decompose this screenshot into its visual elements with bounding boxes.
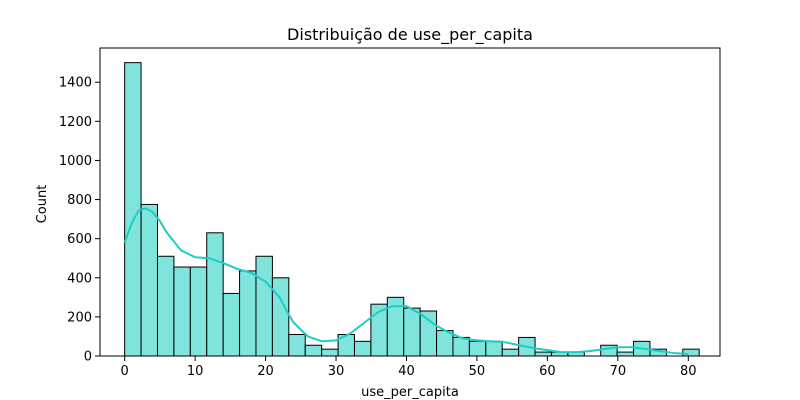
x-tick-label: 0: [121, 364, 129, 379]
chart-title: Distribuição de use_per_capita: [287, 25, 533, 45]
histogram-bar: [452, 336, 470, 357]
histogram-bar: [189, 266, 208, 357]
histogram-bar: [156, 255, 175, 357]
histogram-bar: [173, 266, 191, 357]
kde-curve-group: [123, 207, 689, 356]
histogram-bar: [304, 344, 323, 357]
x-tick-label: 40: [398, 364, 415, 379]
histogram-bar: [288, 333, 306, 357]
y-tick-label: 800: [67, 193, 92, 208]
y-tick-label: 1400: [59, 76, 92, 91]
y-tick-label: 1000: [59, 154, 92, 169]
histogram-bar: [682, 348, 700, 357]
x-tick-label: 10: [187, 364, 204, 379]
x-tick-label: 30: [328, 364, 345, 379]
histogram-bar: [419, 310, 438, 357]
y-tick-label: 1200: [59, 115, 92, 130]
y-axis: 0 200 400 600 800 1000 1200 1400: [59, 76, 100, 365]
histogram-bar: [321, 348, 339, 357]
histogram-bar: [485, 340, 503, 357]
x-axis: 0 10 20 30 40 50 60 70 80: [121, 356, 697, 379]
y-tick-label: 600: [67, 232, 92, 247]
histogram-bar: [403, 307, 421, 357]
histogram-bars: [124, 62, 700, 357]
histogram-bar: [271, 277, 290, 357]
histogram-bar: [255, 255, 273, 357]
x-axis-label: use_per_capita: [361, 385, 459, 400]
x-tick-label: 80: [680, 364, 697, 379]
histogram-bar: [239, 270, 257, 357]
plot-frame: [99, 47, 721, 357]
x-tick-label: 20: [257, 364, 274, 379]
histogram-bar: [140, 203, 158, 357]
x-tick-label: 70: [610, 364, 627, 379]
histogram-bar: [616, 351, 635, 357]
x-tick-label: 50: [469, 364, 486, 379]
histogram-bar: [501, 348, 520, 357]
x-tick-label: 60: [539, 364, 556, 379]
y-axis-label: Count: [35, 185, 50, 224]
y-tick-label: 200: [67, 310, 92, 325]
histogram-bar: [206, 232, 224, 357]
histogram-bar: [468, 340, 487, 357]
kde-curve: [123, 207, 689, 356]
y-tick-label: 0: [84, 350, 92, 365]
histogram-bar: [353, 340, 372, 357]
histogram-bar: [436, 330, 454, 357]
histogram-bar: [222, 292, 241, 357]
y-tick-label: 400: [67, 271, 92, 286]
histogram-bar: [534, 351, 552, 357]
